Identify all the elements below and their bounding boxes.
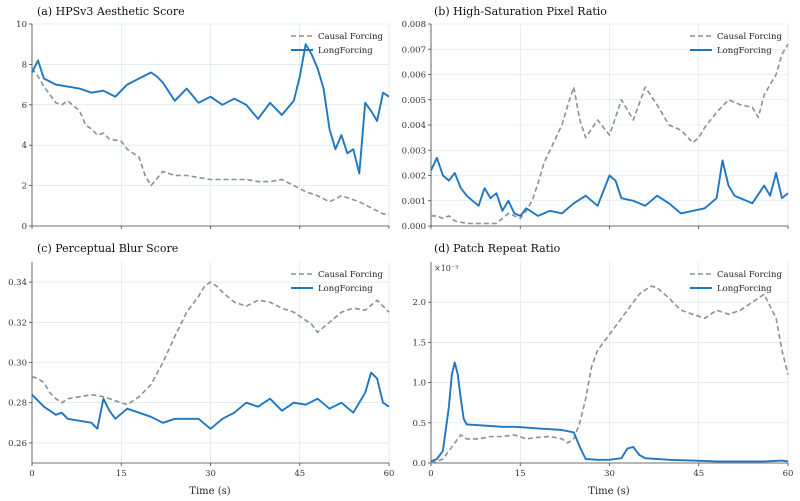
y-tick-label: 0.30	[8, 359, 27, 369]
y-tick-label: 0.004	[402, 121, 426, 131]
y-tick-label: 0.005	[402, 96, 426, 106]
legend-label-long: LongForcing	[717, 46, 772, 56]
y-tick-label: 10	[16, 20, 27, 30]
y-tick-label: 0.007	[402, 45, 426, 55]
legend-label-causal: Causal Forcing	[318, 32, 383, 42]
series-causal-forcing-line	[431, 43, 789, 225]
axis-exponent: ×10⁻³	[434, 264, 458, 273]
series-longforcing-line	[31, 371, 390, 430]
y-tick-label: 0.34	[8, 278, 27, 288]
x-tick-label: 30	[604, 469, 615, 479]
x-tick-label: 45	[693, 469, 704, 479]
x-tick-label: 30	[205, 469, 216, 479]
series-longforcing-line	[430, 361, 789, 463]
x-tick-label: 60	[384, 469, 395, 479]
y-tick-label: 8	[22, 60, 27, 70]
panel-title: (a) HPSv3 Aesthetic Score	[37, 5, 185, 18]
legend-label-causal: Causal Forcing	[318, 270, 383, 280]
series-longforcing-line	[31, 43, 390, 175]
legend-label-causal: Causal Forcing	[717, 270, 782, 280]
panel-title: (b) High-Saturation Pixel Ratio	[434, 5, 607, 18]
legend-label-long: LongForcing	[318, 46, 373, 56]
panel-title: (d) Patch Repeat Ratio	[434, 242, 561, 255]
x-tick-label: 15	[515, 469, 526, 479]
y-tick-label: 2.0	[412, 298, 426, 308]
x-axis-label-right: Time (s)	[588, 486, 629, 497]
y-tick-label: 0.0	[412, 459, 426, 469]
y-tick-label: 1.5	[412, 338, 426, 348]
series-causal-forcing-line	[31, 281, 390, 406]
legend-label-causal: Causal Forcing	[717, 32, 782, 42]
y-tick-label: 6	[22, 101, 27, 111]
y-tick-label: 0.26	[8, 439, 27, 449]
y-tick-label: 0.006	[402, 71, 426, 81]
legend-label-long: LongForcing	[318, 284, 373, 294]
series-causal-forcing-line	[430, 285, 789, 464]
x-tick-label: 0	[428, 469, 433, 479]
x-tick-label: 15	[116, 469, 127, 479]
legend: Causal Forcing LongForcing	[690, 32, 782, 56]
x-tick-label: 60	[783, 469, 794, 479]
panel-c: 0.26 0.28 0.30 0.32 0.34 0 15 30 45 60 (c) Percept…	[8, 242, 394, 479]
y-tick-label: 0.001	[402, 197, 426, 207]
panel-title: (c) Perceptual Blur Score	[37, 242, 178, 255]
y-tick-label: 0.003	[402, 146, 426, 156]
panel-b: 0.000 0.001 0.002 0.003 0.004 0.005 0.006 0.007…	[402, 5, 789, 232]
legend: Causal Forcing LongForcing	[690, 270, 782, 294]
legend: Causal Forcing LongForcing	[291, 270, 383, 294]
y-tick-label: 0.008	[402, 20, 426, 30]
y-tick-label: 0.5	[412, 419, 426, 429]
series-causal-forcing-line	[31, 67, 389, 215]
y-tick-label: 4	[22, 141, 27, 151]
y-tick-label: 1.0	[412, 379, 426, 389]
panel-a: 0 2 4 6 8 10 (a) HPSv3 Aesthetic Score Causal F…	[16, 5, 390, 232]
x-tick-label: 0	[29, 469, 34, 479]
legend: Causal Forcing LongForcing	[291, 32, 383, 56]
y-tick-label: 0.002	[402, 172, 426, 182]
y-tick-label: 0.32	[8, 318, 27, 328]
y-tick-label: 0	[22, 222, 27, 232]
y-tick-label: 0.28	[8, 399, 27, 409]
y-tick-label: 0.000	[402, 222, 426, 232]
x-axis-label-left: Time (s)	[189, 486, 230, 497]
series-longforcing-line	[430, 156, 789, 217]
y-tick-label: 2	[22, 182, 27, 192]
legend-label-long: LongForcing	[717, 284, 772, 294]
x-tick-label: 45	[294, 469, 305, 479]
panel-d: 0.0 0.5 1.0 1.5 2.0 0 15 30 45 60 (d) Patch Repeat…	[412, 242, 793, 479]
